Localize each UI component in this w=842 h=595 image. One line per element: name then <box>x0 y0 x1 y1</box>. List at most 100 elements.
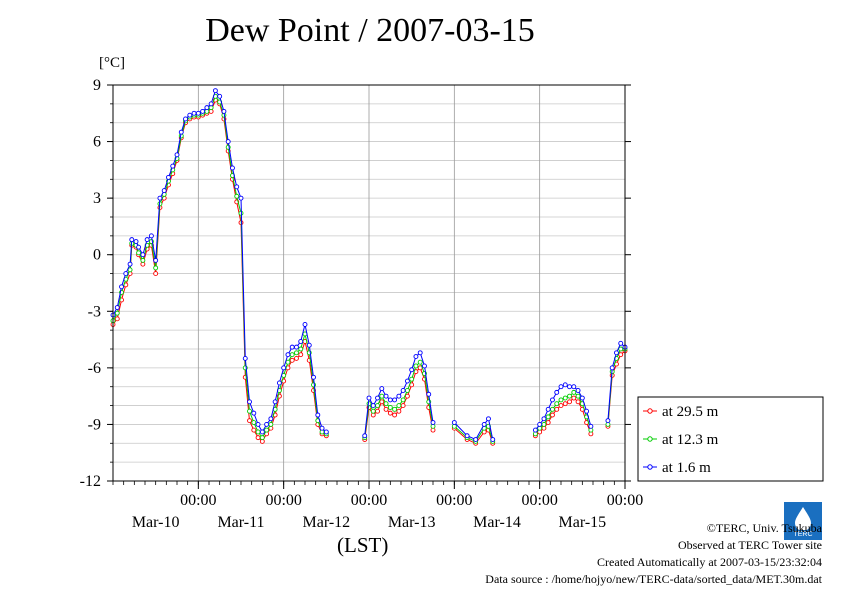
x-tick-date-label: Mar-11 <box>217 514 264 531</box>
data-point <box>302 322 308 327</box>
data-point <box>212 88 218 94</box>
legend: at 29.5 m at 12.3 m at 1.6 m <box>637 396 824 482</box>
x-tick-time-label: 00:00 <box>436 492 472 509</box>
data-point <box>366 395 372 401</box>
data-point <box>375 408 380 414</box>
data-point <box>584 408 590 414</box>
data-point <box>387 405 393 410</box>
terc-logo-icon: TERC <box>784 502 822 540</box>
y-tick-label: -6 <box>88 360 101 377</box>
data-point <box>136 250 142 256</box>
data-point <box>417 359 423 365</box>
data-point <box>554 389 560 395</box>
data-point <box>392 397 398 403</box>
data-point <box>451 420 457 425</box>
data-point <box>114 316 120 322</box>
data-point <box>575 388 581 393</box>
data-point <box>550 412 555 418</box>
data-point <box>315 412 321 418</box>
data-point <box>567 384 572 390</box>
data-point <box>123 271 129 277</box>
data-point <box>323 429 329 435</box>
data-point <box>409 367 415 373</box>
chart-title: Dew Point / 2007-03-15 <box>205 12 535 49</box>
data-point <box>554 406 560 412</box>
data-point <box>306 342 312 348</box>
data-point <box>289 357 295 363</box>
svg-text:TERC: TERC <box>793 531 812 538</box>
data-point <box>383 401 389 407</box>
data-point <box>221 108 227 114</box>
x-tick-time-label: 00:00 <box>265 492 301 509</box>
data-point <box>264 421 270 427</box>
data-point <box>187 112 193 118</box>
data-point <box>200 108 206 114</box>
data-point <box>294 350 299 356</box>
data-point <box>375 403 380 409</box>
data-point <box>400 403 406 409</box>
data-point <box>567 393 572 399</box>
data-point <box>422 363 427 369</box>
data-point <box>387 410 393 416</box>
data-point <box>413 363 419 369</box>
data-point <box>379 393 385 399</box>
data-point <box>426 391 432 397</box>
data-point <box>148 233 154 239</box>
x-axis-label: (LST) <box>337 533 389 557</box>
data-point <box>178 129 184 135</box>
data-point <box>404 388 410 393</box>
data-point <box>136 244 142 250</box>
data-point <box>153 265 159 271</box>
data-point <box>276 380 282 386</box>
legend-box <box>637 396 824 482</box>
data-point <box>129 237 135 243</box>
data-point <box>400 388 406 393</box>
y-tick-label: 0 <box>93 247 101 264</box>
data-point <box>550 397 555 403</box>
x-tick-date-label: Mar-14 <box>473 514 521 531</box>
data-point <box>413 354 419 359</box>
data-point <box>251 420 257 425</box>
data-point <box>289 344 295 350</box>
data-point <box>404 393 410 399</box>
y-tick-label: -9 <box>88 416 101 433</box>
data-point <box>375 395 380 401</box>
data-point <box>319 425 325 431</box>
data-point <box>255 429 261 435</box>
data-point <box>191 110 197 116</box>
data-point <box>247 418 252 424</box>
data-point <box>392 412 398 418</box>
data-point <box>234 184 240 190</box>
footer-observed: Observed at TERC Tower site <box>677 538 822 552</box>
data-point <box>251 427 257 433</box>
data-point <box>558 384 564 390</box>
data-point <box>579 395 585 401</box>
data-point <box>370 408 376 414</box>
y-tick-label: 6 <box>93 134 101 151</box>
data-point <box>567 399 572 405</box>
x-tick-date-label: Mar-10 <box>132 514 180 531</box>
data-point <box>379 399 385 405</box>
series-layer <box>110 88 628 446</box>
data-point <box>242 355 248 361</box>
x-axis: 00:00Mar-1000:00Mar-1100:00Mar-1200:00Ma… <box>112 481 643 531</box>
data-point <box>195 110 201 116</box>
data-point <box>430 420 436 425</box>
data-point <box>605 418 611 424</box>
data-point <box>562 395 568 401</box>
data-point <box>161 188 167 194</box>
data-point <box>558 403 564 409</box>
data-point <box>238 195 244 201</box>
data-point <box>383 406 389 412</box>
data-point <box>144 237 150 243</box>
data-point <box>409 376 415 382</box>
x-tick-date-label: Mar-13 <box>388 514 436 531</box>
legend-label: at 1.6 m <box>662 460 711 476</box>
y-tick-label: 9 <box>93 77 101 94</box>
data-point <box>396 403 402 409</box>
data-point <box>281 365 287 371</box>
y-axis: 9 6 3 0 -3 -6 -9 -12 <box>80 77 631 490</box>
data-point <box>114 310 120 316</box>
series-line <box>112 95 327 439</box>
